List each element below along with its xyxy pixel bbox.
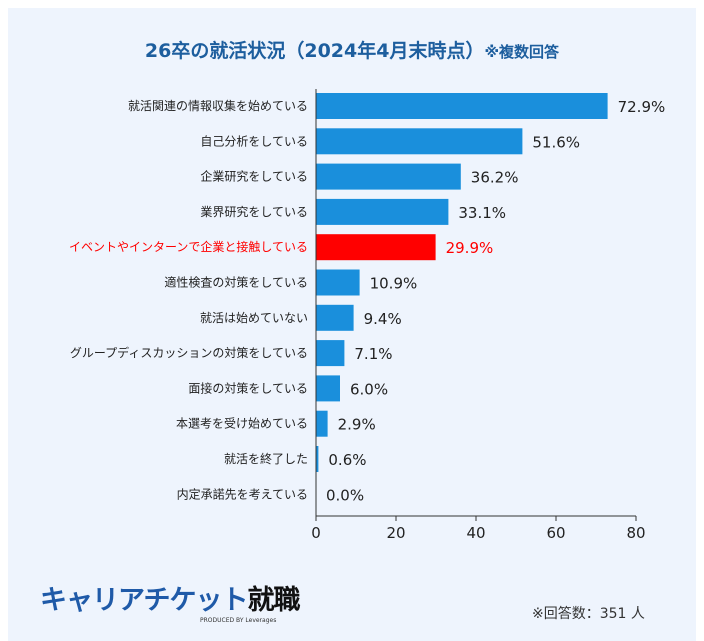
category-label: 内定承諾先を考えている [177, 486, 308, 501]
title-text: 26卒の就活状況（2024年4月末時点） [144, 40, 485, 62]
x-tick-label: 20 [386, 524, 405, 542]
category-label: 本選考を受け始めている [176, 417, 308, 431]
category-label: 業界研究をしている [200, 204, 308, 219]
bar [316, 410, 328, 437]
title-note: ※複数回答 [484, 43, 560, 61]
category-label: 自己分析をしている [200, 134, 308, 148]
category-label: 適性検査の対策をしている [164, 275, 308, 290]
bar-chart: 就活関連の情報収集を始めている 72.9% 自己分析をしている 51.6% 企業研究をし… [69, 89, 666, 542]
bar [316, 163, 461, 190]
logo: キャリアチケット就職 [40, 585, 300, 616]
category-label: 就活関連の情報収集を始めている [128, 98, 308, 113]
data-label: 2.9% [338, 416, 376, 434]
bar [316, 446, 319, 472]
bar [316, 269, 360, 296]
category-label: 就活は始めていない [200, 311, 308, 325]
x-tick-label: 40 [466, 524, 485, 542]
bar [316, 198, 449, 225]
data-label: 6.0% [350, 380, 388, 398]
bar [316, 304, 354, 331]
bar [316, 93, 608, 119]
category-label: イベントやインターンで企業と接触している [69, 239, 308, 254]
category-label: 面接の対策をしている [188, 380, 308, 395]
x-tick-label: 60 [546, 524, 565, 542]
bar [316, 128, 523, 155]
category-label: 就活を終了した [224, 451, 308, 466]
data-label: 36.2% [471, 169, 519, 187]
bar [316, 234, 436, 261]
bar [316, 375, 340, 402]
data-label: 0.0% [326, 486, 364, 504]
chart-title: 26卒の就活状況（2024年4月末時点）※複数回答 [0, 36, 704, 63]
data-label: 72.9% [618, 98, 666, 116]
data-label: 0.6% [328, 451, 366, 469]
bar [316, 340, 345, 367]
x-tick-label: 0 [311, 524, 321, 542]
data-label: 7.1% [354, 345, 392, 363]
respondents-count: ※回答数：351 人 [532, 606, 645, 622]
x-tick-label: 80 [626, 524, 645, 542]
data-label: 9.4% [364, 310, 402, 328]
category-label: 企業研究をしている [200, 169, 308, 184]
category-label: グループディスカッションの対策をしている [70, 345, 308, 360]
data-label: 10.9% [370, 275, 418, 293]
data-label: 33.1% [458, 204, 506, 222]
logo-subtitle: PRODUCED BY Leverages [200, 617, 277, 624]
data-label: 29.9% [446, 239, 494, 257]
data-label: 51.6% [532, 133, 580, 151]
